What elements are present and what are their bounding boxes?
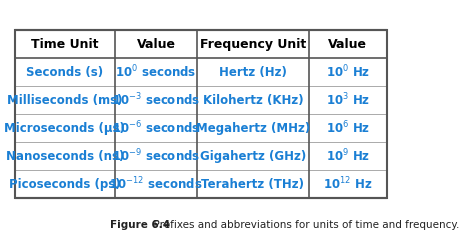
Text: 10$^{6}$ Hz: 10$^{6}$ Hz [326,120,370,137]
Text: Time Unit: Time Unit [31,38,99,51]
Text: Microseconds (μs): Microseconds (μs) [4,122,125,135]
Text: Figure 6.4: Figure 6.4 [109,220,170,230]
Text: 10$^{-12}$ seconds: 10$^{-12}$ seconds [109,176,203,193]
Text: 10$^{3}$ Hz: 10$^{3}$ Hz [326,92,370,109]
Text: Kilohertz (KHz): Kilohertz (KHz) [202,94,303,107]
Text: Nanoseconds (ns): Nanoseconds (ns) [6,150,124,163]
Text: Value: Value [137,38,175,51]
Text: Picoseconds (ps): Picoseconds (ps) [9,178,121,191]
Text: Frequency Unit: Frequency Unit [200,38,306,51]
Bar [15,30,387,198]
Text: Megahertz (MHz): Megahertz (MHz) [196,122,310,135]
Text: 10$^{9}$ Hz: 10$^{9}$ Hz [326,148,370,165]
Text: 10$^{0}$ Hz: 10$^{0}$ Hz [326,64,370,80]
Text: 10$^{0}$ seconds: 10$^{0}$ seconds [115,64,197,80]
Text: Hertz (Hz): Hertz (Hz) [219,66,287,79]
Text: 10$^{12}$ Hz: 10$^{12}$ Hz [323,176,373,193]
Text: Value: Value [328,38,367,51]
Text: Prefixes and abbreviations for units of time and frequency.: Prefixes and abbreviations for units of … [147,220,460,230]
Text: Gigahertz (GHz): Gigahertz (GHz) [200,150,306,163]
Text: 10$^{-6}$ seconds: 10$^{-6}$ seconds [112,120,200,137]
Text: 10$^{-9}$ seconds: 10$^{-9}$ seconds [112,148,200,165]
Text: Seconds (s): Seconds (s) [27,66,103,79]
Text: 10$^{-3}$ seconds: 10$^{-3}$ seconds [112,92,200,109]
Text: Terahertz (THz): Terahertz (THz) [201,178,304,191]
Text: Milliseconds (ms): Milliseconds (ms) [7,94,123,107]
